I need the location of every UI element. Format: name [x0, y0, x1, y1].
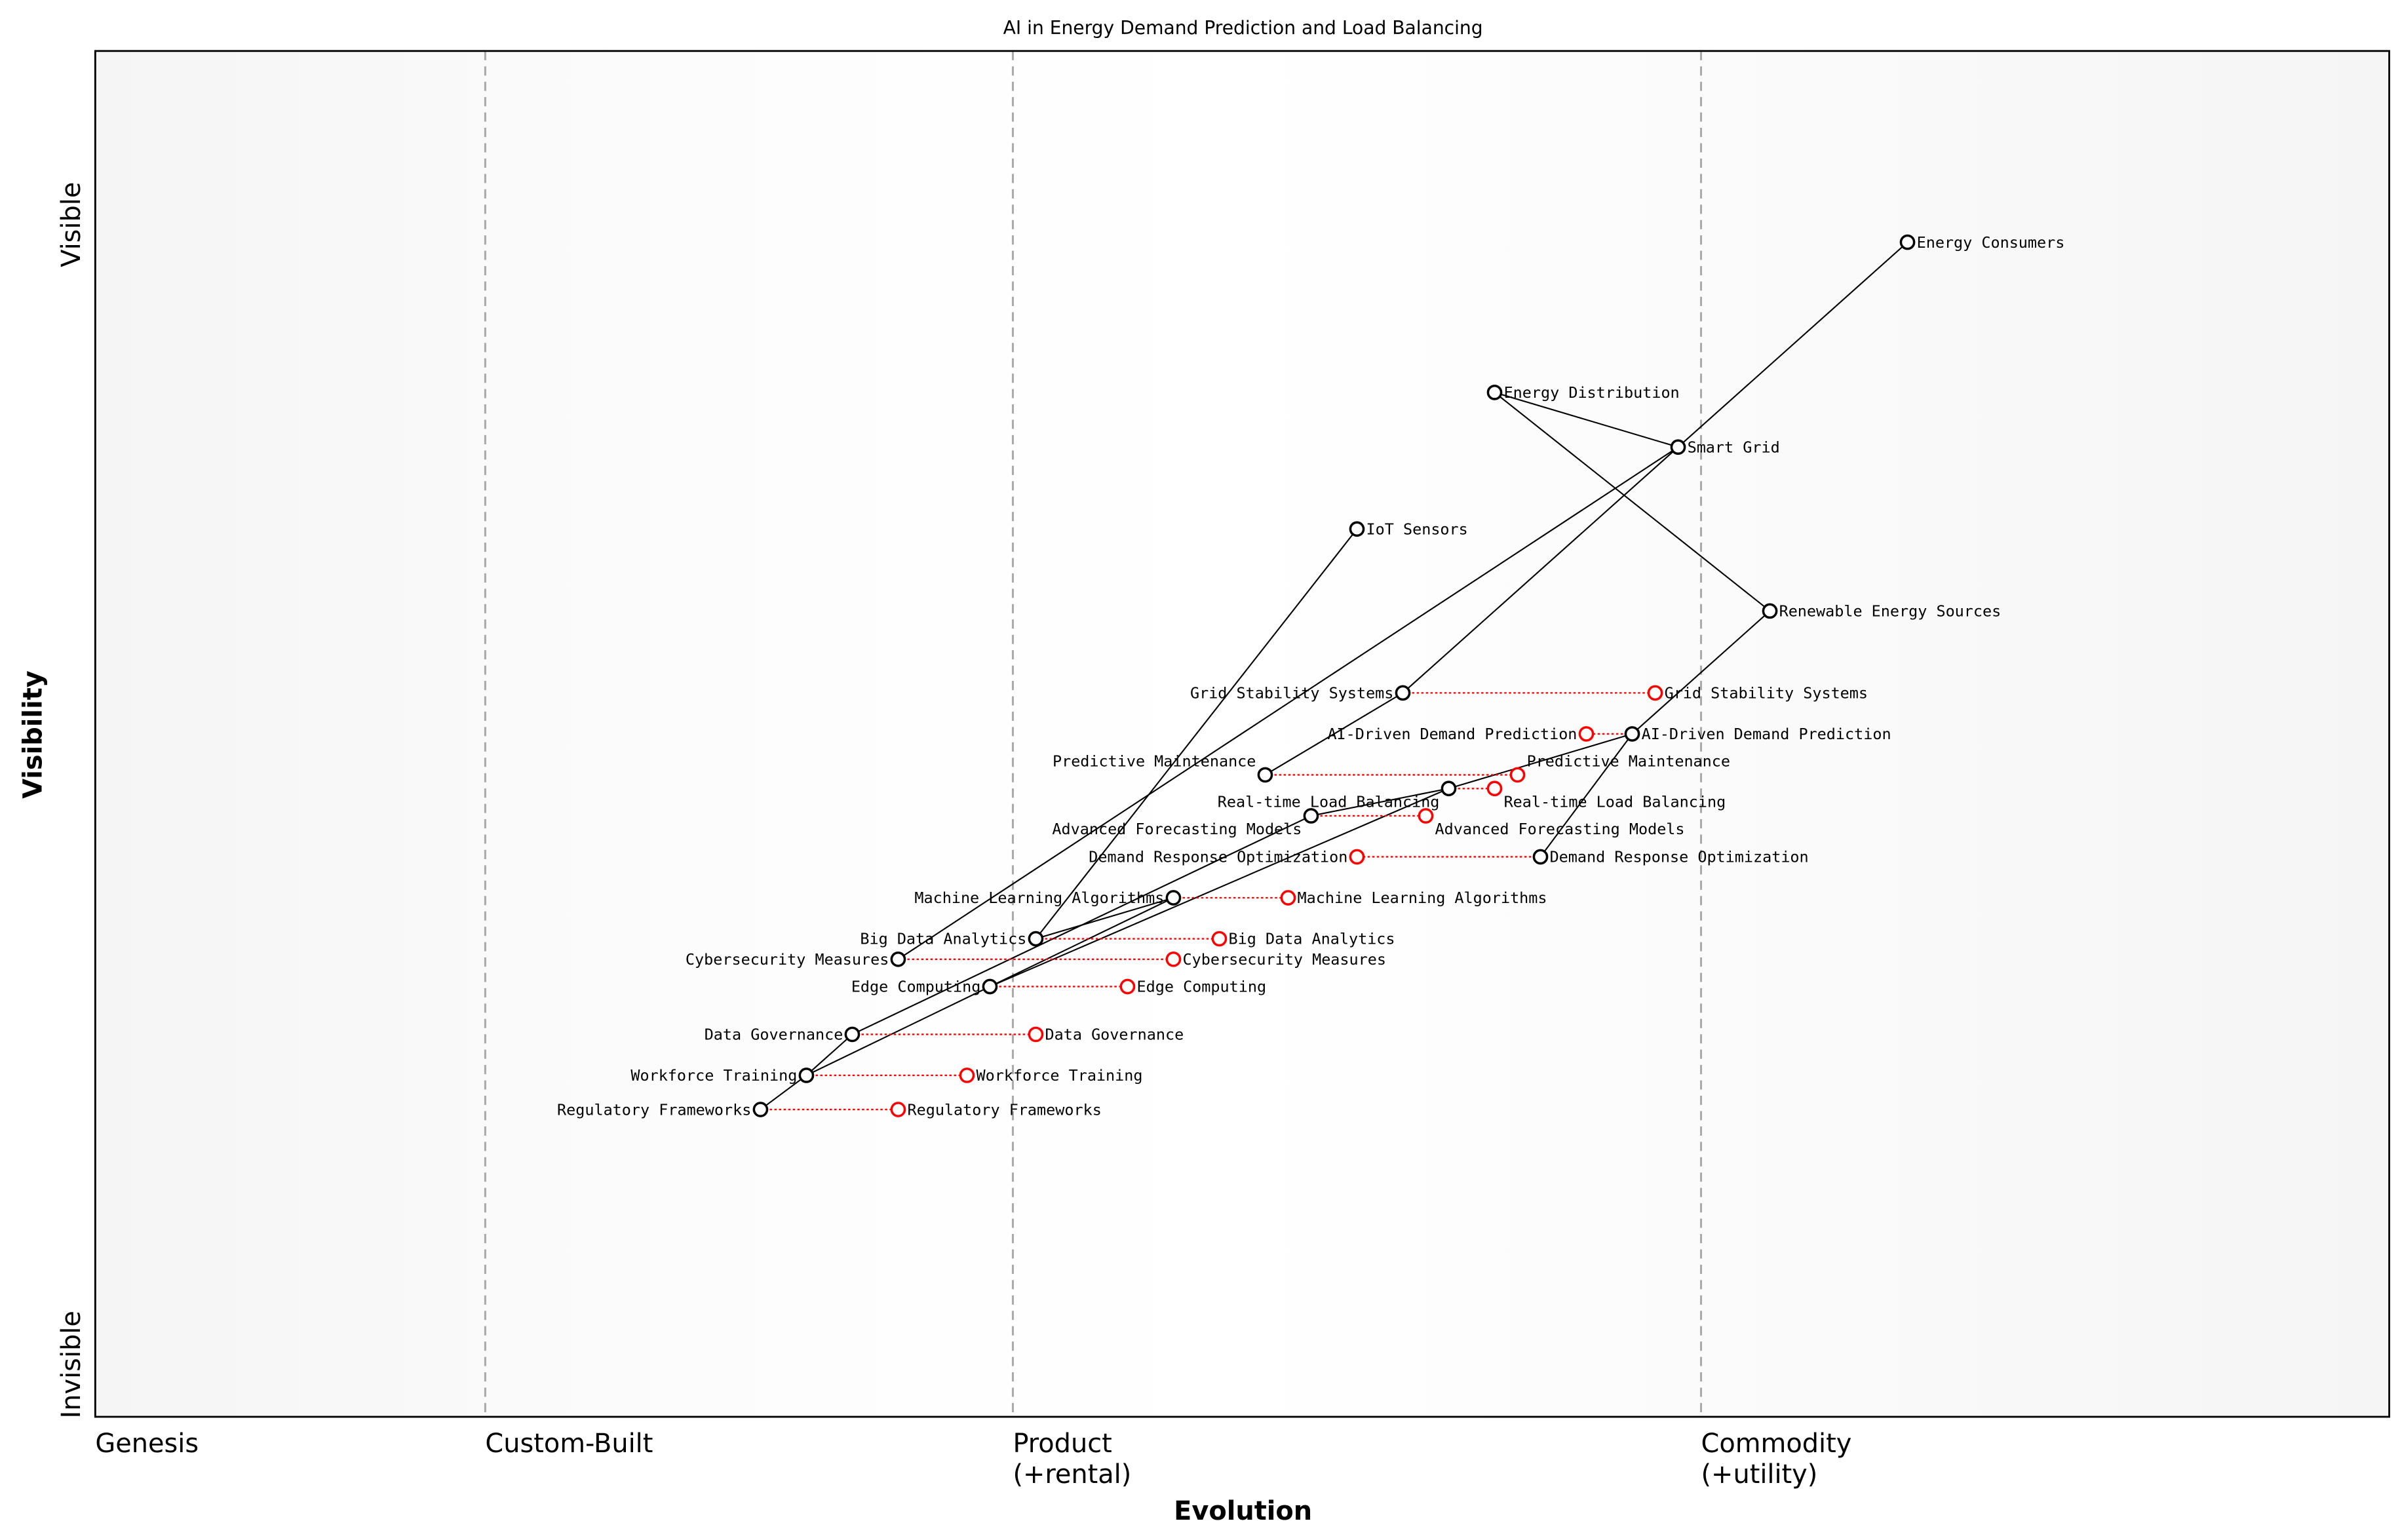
component-label-edge-computing: Edge Computing [851, 978, 981, 996]
link-machine-learning-algorithms-to-edge-computing [989, 897, 1174, 988]
link-real-time-load-balancing-to-edge-computing [990, 788, 1449, 988]
component-label-energy-distribution: Energy Distribution [1504, 383, 1680, 402]
component-label-ai-driven-demand-prediction: AI-Driven Demand Prediction [1642, 725, 1891, 743]
y-label-visible: Visible [56, 182, 87, 267]
component-label-big-data-analytics: Big Data Analytics [860, 930, 1026, 948]
evolved-node-predictive-maintenance [1509, 767, 1526, 783]
evolved-label-predictive-maintenance: Predictive Maintenance [1527, 752, 1730, 771]
component-node-data-governance [844, 1026, 861, 1043]
component-label-iot-sensors: IoT Sensors [1366, 520, 1468, 538]
link-smart-grid-to-grid-stability-systems [1402, 446, 1679, 694]
component-label-real-time-load-balancing: Real-time Load Balancing [1218, 792, 1440, 811]
stage-sublabel-product: (+rental) [1013, 1459, 1131, 1490]
stage-label-custom-built: Custom-Built [485, 1429, 653, 1459]
link-edge-computing-to-workforce-training [805, 986, 990, 1076]
component-node-demand-response-optimization [1532, 849, 1549, 865]
stage-label-commodity: Commodity [1701, 1429, 1852, 1459]
evolved-label-real-time-load-balancing: Real-time Load Balancing [1504, 792, 1726, 811]
link-smart-grid-to-cybersecurity-measures [897, 446, 1679, 960]
plot-frame [94, 50, 2390, 1418]
evolved-node-ai-driven-demand-prediction [1578, 726, 1595, 742]
component-label-predictive-maintenance: Predictive Maintenance [1053, 752, 1256, 771]
evolved-node-advanced-forecasting-models [1418, 808, 1434, 824]
stage-label-product: Product [1013, 1429, 1112, 1459]
component-label-regulatory-frameworks: Regulatory Frameworks [557, 1100, 751, 1119]
link-iot-sensors-to-big-data-analytics [1035, 528, 1358, 940]
component-node-energy-distribution [1486, 385, 1503, 400]
component-label-cybersecurity-measures: Cybersecurity Measures [686, 950, 889, 969]
evolved-label-cybersecurity-measures: Cybersecurity Measures [1183, 950, 1386, 969]
link-machine-learning-algorithms-to-big-data-analytics [1035, 896, 1174, 940]
link-energy-consumers-to-smart-grid [1677, 241, 1908, 448]
stage-label-genesis: Genesis [95, 1429, 199, 1459]
evolved-label-big-data-analytics: Big Data Analytics [1229, 930, 1395, 948]
link-ai-driven-demand-prediction-to-real-time-load-balancing [1448, 733, 1633, 790]
link-real-time-load-balancing-to-advanced-forecasting-models [1311, 788, 1449, 817]
evolved-node-edge-computing [1119, 978, 1136, 995]
evolved-label-demand-response-optimization: Demand Response Optimization [1089, 848, 1347, 866]
evolved-label-grid-stability-systems: Grid Stability Systems [1665, 684, 1868, 703]
component-node-workforce-training [798, 1068, 815, 1083]
stage-sublabel-commodity: (+utility) [1701, 1459, 1818, 1490]
component-label-machine-learning-algorithms: Machine Learning Algorithms [914, 889, 1164, 907]
evolved-node-regulatory-frameworks [890, 1102, 906, 1117]
component-node-regulatory-frameworks [752, 1102, 769, 1117]
evolved-node-workforce-training [959, 1068, 975, 1083]
evolved-node-big-data-analytics [1211, 931, 1228, 947]
component-node-smart-grid [1670, 439, 1686, 455]
link-workforce-training-to-data-governance [805, 1033, 853, 1076]
component-node-advanced-forecasting-models [1303, 808, 1319, 824]
evolved-node-cybersecurity-measures [1165, 951, 1182, 967]
component-node-edge-computing [982, 978, 998, 995]
component-label-advanced-forecasting-models: Advanced Forecasting Models [1052, 820, 1302, 838]
component-label-data-governance: Data Governance [705, 1026, 843, 1044]
component-label-energy-consumers: Energy Consumers [1917, 233, 2065, 252]
evolved-node-machine-learning-algorithms [1280, 890, 1296, 906]
component-label-workforce-training: Workforce Training [630, 1066, 797, 1085]
component-node-real-time-load-balancing [1441, 780, 1457, 797]
evolved-label-regulatory-frameworks: Regulatory Frameworks [908, 1100, 1102, 1119]
chart-title: AI in Energy Demand Prediction and Load … [1003, 17, 1483, 39]
component-node-machine-learning-algorithms [1165, 890, 1182, 906]
component-label-renewable-energy-sources: Renewable Energy Sources [1779, 602, 2002, 621]
evolved-label-edge-computing: Edge Computing [1137, 978, 1267, 996]
component-node-energy-consumers [1899, 234, 1916, 250]
x-axis-title: Evolution [1174, 1496, 1312, 1526]
y-axis-title: Visibility [18, 670, 48, 799]
evolved-label-data-governance: Data Governance [1045, 1026, 1184, 1044]
component-node-ai-driven-demand-prediction [1624, 726, 1640, 742]
evolved-label-ai-driven-demand-prediction: AI-Driven Demand Prediction [1327, 725, 1577, 743]
link-grid-stability-systems-to-predictive-maintenance [1264, 692, 1404, 776]
component-label-smart-grid: Smart Grid [1688, 438, 1780, 456]
link-renewable-energy-sources-to-ai-driven-demand-prediction [1631, 610, 1771, 735]
evolved-node-data-governance [1028, 1026, 1044, 1043]
component-label-demand-response-optimization: Demand Response Optimization [1550, 848, 1809, 866]
component-node-renewable-energy-sources [1762, 603, 1778, 619]
component-node-big-data-analytics [1028, 931, 1044, 947]
component-node-iot-sensors [1349, 521, 1365, 537]
component-node-cybersecurity-measures [890, 951, 906, 967]
y-label-invisible: Invisible [56, 1311, 87, 1418]
component-node-predictive-maintenance [1257, 767, 1273, 783]
evolved-node-demand-response-optimization [1349, 849, 1365, 865]
evolved-label-advanced-forecasting-models: Advanced Forecasting Models [1435, 820, 1685, 838]
evolved-label-workforce-training: Workforce Training [977, 1066, 1143, 1085]
evolved-label-machine-learning-algorithms: Machine Learning Algorithms [1298, 889, 1547, 907]
link-ai-driven-demand-prediction-to-demand-response-optimization [1539, 733, 1633, 858]
component-label-grid-stability-systems: Grid Stability Systems [1190, 684, 1393, 703]
evolved-node-grid-stability-systems [1647, 685, 1663, 701]
link-regulatory-frameworks-to-workforce-training [760, 1075, 807, 1110]
component-node-grid-stability-systems [1395, 685, 1411, 701]
link-energy-distribution-to-smart-grid [1494, 391, 1678, 448]
evolved-node-real-time-load-balancing [1486, 780, 1503, 797]
link-energy-distribution-to-renewable-energy-sources [1494, 392, 1771, 612]
